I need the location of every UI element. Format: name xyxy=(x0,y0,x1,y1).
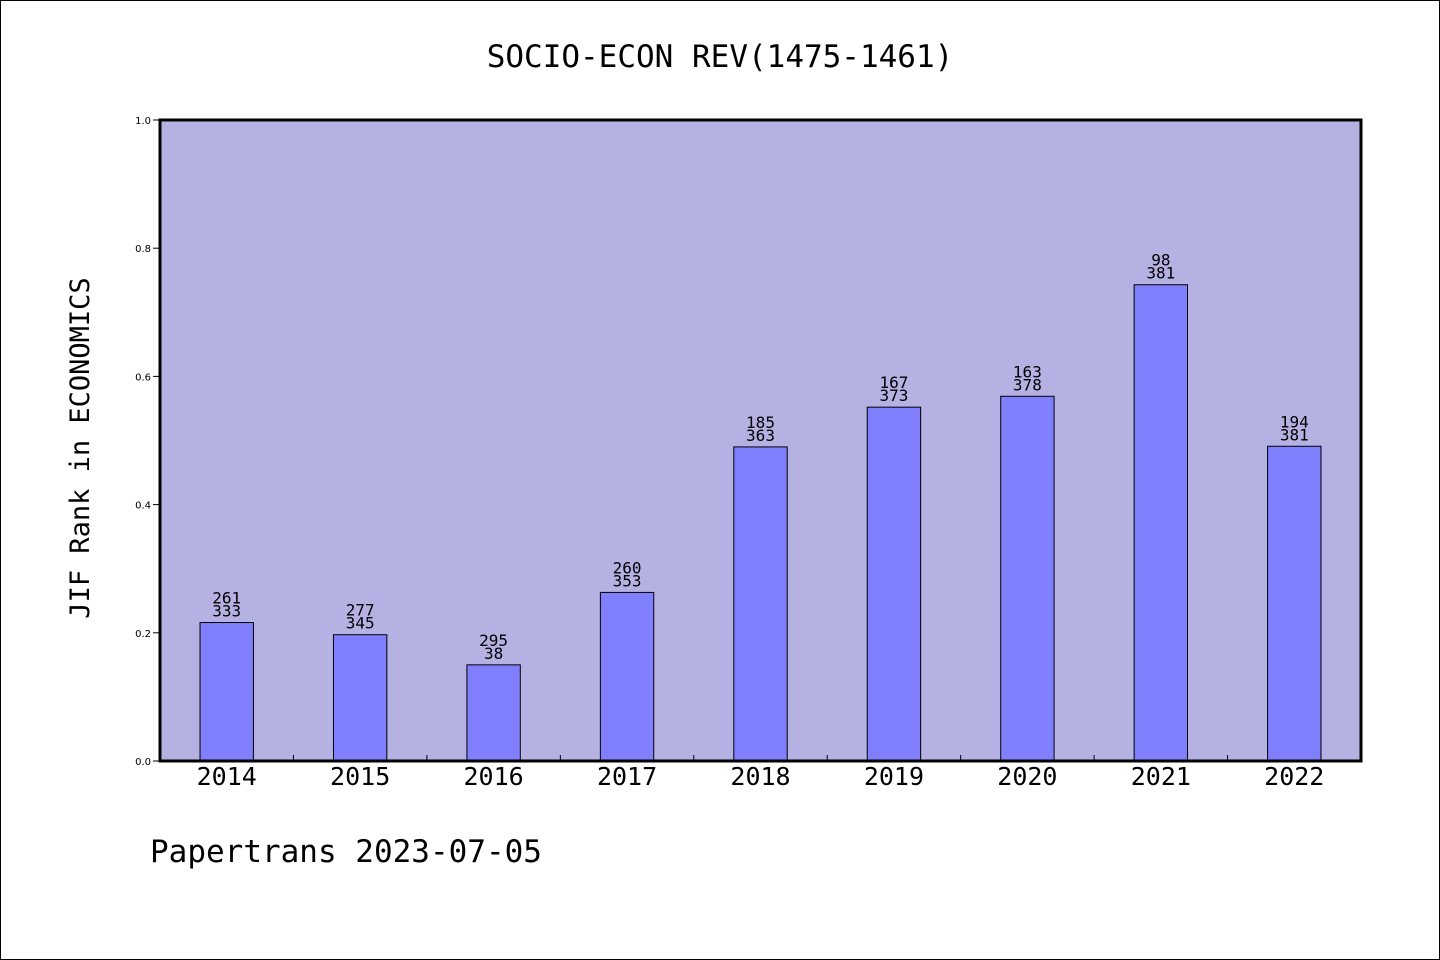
footer-text: Papertrans 2023-07-05 xyxy=(150,834,542,870)
bar-label-bottom: 381 xyxy=(1146,264,1175,283)
bar-label-bottom: 363 xyxy=(746,426,775,445)
bar-2022 xyxy=(1267,445,1322,762)
bar-label-top: 261 xyxy=(212,589,241,608)
y-tick-label: 0.6 xyxy=(135,372,151,383)
x-tick-label: 2016 xyxy=(464,762,524,791)
bar-label-bottom: 345 xyxy=(346,614,375,633)
bar-2015 xyxy=(332,634,388,762)
bar-label-top: 185 xyxy=(746,413,775,432)
bar-label-top: 260 xyxy=(613,558,642,577)
bar-label-bottom: 38 xyxy=(484,644,503,663)
y-axis-label: JIF Rank in ECONOMICS xyxy=(65,277,96,618)
x-tick-label: 2017 xyxy=(597,762,657,791)
bar-2019 xyxy=(866,406,922,762)
bar-label-top: 98 xyxy=(1151,251,1170,270)
bar-label-bottom: 381 xyxy=(1280,425,1309,444)
bar-label-bottom: 333 xyxy=(212,602,241,621)
bar-2018 xyxy=(733,446,788,762)
y-tick-label: 1.0 xyxy=(135,116,151,127)
y-axis: 0.0 0.2 0.4 0.6 0.8 1.0 xyxy=(135,116,160,768)
plot-border xyxy=(158,118,1363,763)
chart-title: SOCIO-ECON REV(1475-1461) xyxy=(487,39,954,75)
bar-label-bottom: 373 xyxy=(879,386,908,405)
x-tick-label: 2015 xyxy=(330,762,390,791)
y-tick-label: 0.2 xyxy=(135,629,151,640)
x-tick-label: 2022 xyxy=(1264,762,1324,791)
x-tick-label: 2020 xyxy=(997,762,1057,791)
bar-label-bottom: 353 xyxy=(613,571,642,590)
bar-label-top: 163 xyxy=(1013,362,1042,381)
bar-2017 xyxy=(599,591,655,762)
x-tick-label: 2018 xyxy=(730,762,790,791)
bar-label-top: 167 xyxy=(879,373,908,392)
bar-label-top: 295 xyxy=(479,631,508,650)
bar-label-top: 277 xyxy=(346,601,375,620)
bar-2014 xyxy=(199,622,254,762)
x-tick-label: 2021 xyxy=(1131,762,1191,791)
x-tick-label: 2019 xyxy=(864,762,924,791)
bar-label-top: 194 xyxy=(1280,412,1309,431)
bar-2016 xyxy=(466,664,521,762)
bar-label-bottom: 378 xyxy=(1013,375,1042,394)
y-tick-label: 0.4 xyxy=(135,501,151,512)
y-tick-label: 0.8 xyxy=(135,244,151,255)
bar-2020 xyxy=(1000,395,1055,762)
x-axis: 2014 2015 2016 2017 2018 2019 2020 2021 2022 xyxy=(197,755,1324,791)
x-tick-label: 2014 xyxy=(197,762,257,791)
bar-2021 xyxy=(1133,284,1189,762)
y-tick-label: 0.0 xyxy=(135,757,151,768)
